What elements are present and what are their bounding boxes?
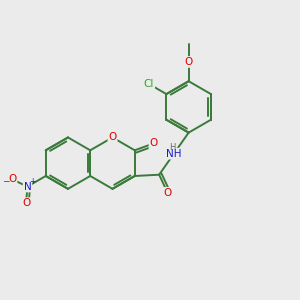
Text: O: O bbox=[184, 57, 193, 67]
Text: Cl: Cl bbox=[144, 79, 154, 89]
Text: O: O bbox=[149, 138, 158, 148]
Text: O: O bbox=[8, 175, 16, 184]
Text: N: N bbox=[24, 182, 32, 191]
Text: NH: NH bbox=[166, 149, 182, 159]
Text: O: O bbox=[108, 132, 117, 142]
Text: O: O bbox=[164, 188, 172, 198]
Text: −: − bbox=[2, 176, 10, 185]
Text: H: H bbox=[169, 143, 175, 152]
Text: +: + bbox=[30, 177, 36, 186]
Text: O: O bbox=[22, 198, 30, 208]
